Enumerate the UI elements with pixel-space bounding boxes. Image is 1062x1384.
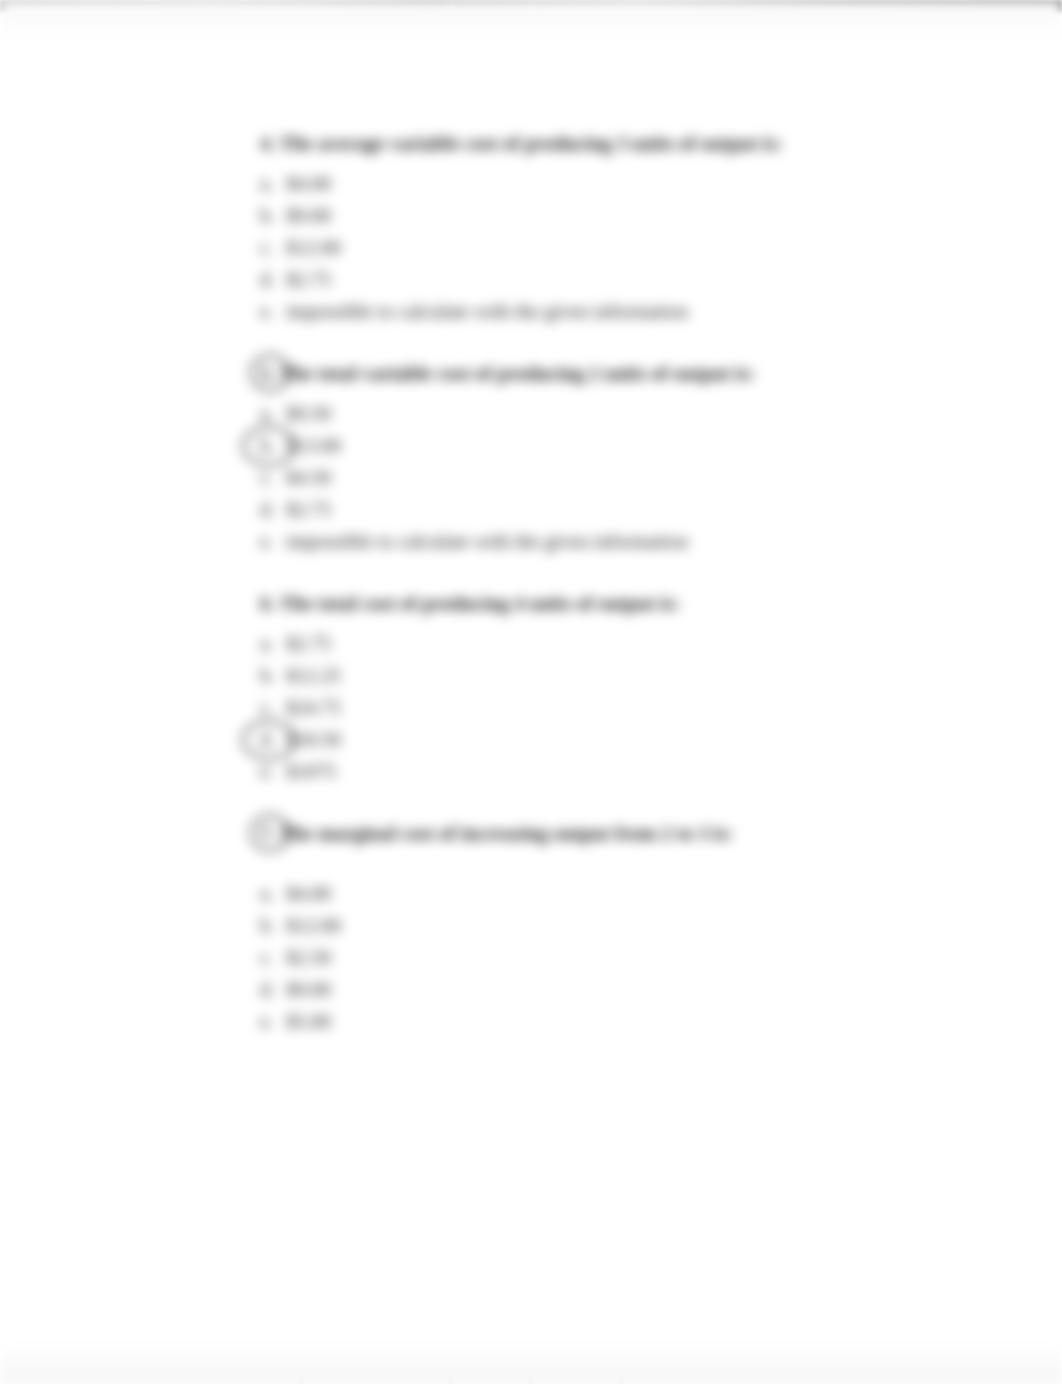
option-value: $2.75	[286, 264, 331, 296]
question-4-option-d: d. $2.75	[260, 264, 1022, 296]
option-letter: a.	[260, 398, 286, 430]
question-6-option-e: e. $1075	[260, 756, 1022, 788]
option-letter: e.	[260, 526, 286, 558]
question-4: 4. The average variable cost of producin…	[260, 130, 1022, 328]
option-letter: e.	[260, 296, 286, 328]
option-letter: c.	[260, 462, 286, 494]
option-value: $12.25	[286, 660, 341, 692]
option-letter: b.	[260, 910, 286, 942]
question-7: 7. The marginal cost of increasing outpu…	[260, 820, 1022, 1038]
option-value: $2.50	[286, 942, 331, 974]
question-5-option-c: c. $4.50	[260, 462, 1022, 494]
option-letter: b.	[260, 430, 286, 462]
option-value: impossible to calculate with the given i…	[286, 296, 688, 328]
question-6-text: The total cost of producing 4 units of o…	[280, 593, 680, 615]
option-letter: a.	[260, 168, 286, 200]
question-6-option-b: b. $12.25	[260, 660, 1022, 692]
question-7-option-e: e. $5.00	[260, 1006, 1022, 1038]
question-7-text: The marginal cost of increasing output f…	[280, 823, 734, 845]
question-4-option-a: a. $4.00	[260, 168, 1022, 200]
question-7-prompt: 7. The marginal cost of increasing outpu…	[260, 820, 1022, 848]
option-letter: a.	[260, 628, 286, 660]
option-value: $9.00	[286, 200, 331, 232]
question-5-option-e: e. impossible to calculate with the give…	[260, 526, 1022, 558]
option-value: $2.75	[286, 628, 331, 660]
option-letter: d.	[260, 724, 286, 756]
option-letter: b.	[260, 660, 286, 692]
question-5-option-b: b. $13.00	[260, 430, 1022, 462]
question-6-prompt: 6. The total cost of producing 4 units o…	[260, 590, 1022, 618]
option-letter: d.	[260, 974, 286, 1006]
option-letter: e.	[260, 756, 286, 788]
option-value: $9.50	[286, 398, 331, 430]
question-7-number: 7	[260, 820, 270, 848]
question-6-option-c: c. $24.75	[260, 692, 1022, 724]
option-value: $4.00	[286, 878, 331, 910]
option-letter: c.	[260, 942, 286, 974]
question-7-option-b: b. $12.00	[260, 910, 1022, 942]
question-5-number: 5	[260, 360, 270, 388]
option-value: $5.00	[286, 1006, 331, 1038]
option-value: $12.00	[286, 232, 341, 264]
question-7-option-a: a. $4.00	[260, 878, 1022, 910]
question-5-option-d: d. $2.75	[260, 494, 1022, 526]
question-5-prompt: 5. The total variable cost of producing …	[260, 360, 1022, 388]
option-value: $4.00	[286, 168, 331, 200]
question-4-prompt: 4. The average variable cost of producin…	[260, 130, 1022, 158]
option-letter: c.	[260, 692, 286, 724]
option-letter: b.	[260, 200, 286, 232]
question-5-text: The total variable cost of producing 2 u…	[280, 363, 755, 385]
option-value: $4.50	[286, 462, 331, 494]
document-page: 4. The average variable cost of producin…	[0, 0, 1062, 1384]
option-value: $12.00	[286, 910, 341, 942]
option-letter: a.	[260, 878, 286, 910]
option-letter: d.	[260, 264, 286, 296]
question-6-option-a: a. $2.75	[260, 628, 1022, 660]
question-6: 6. The total cost of producing 4 units o…	[260, 590, 1022, 788]
option-value: $2.75	[286, 494, 331, 526]
option-value: impossible to calculate with the given i…	[286, 526, 688, 558]
question-4-text: The average variable cost of producing 3…	[280, 133, 783, 155]
question-5-option-a: a. $9.50	[260, 398, 1022, 430]
question-6-option-d: d. $18.50	[260, 724, 1022, 756]
option-value: $24.75	[286, 692, 341, 724]
option-value: $1075	[286, 756, 336, 788]
option-value: $13.00	[286, 430, 341, 462]
question-7-option-c: c. $2.50	[260, 942, 1022, 974]
question-4-number: 4	[260, 133, 270, 155]
question-5: 5. The total variable cost of producing …	[260, 360, 1022, 558]
question-4-option-e: e. impossible to calculate with the give…	[260, 296, 1022, 328]
question-7-option-d: d. $9.00	[260, 974, 1022, 1006]
question-4-option-c: c. $12.00	[260, 232, 1022, 264]
option-value: $18.50	[286, 724, 341, 756]
option-letter: e.	[260, 1006, 286, 1038]
option-letter: c.	[260, 232, 286, 264]
question-6-number: 6	[260, 593, 270, 615]
option-letter: d.	[260, 494, 286, 526]
question-4-option-b: b. $9.00	[260, 200, 1022, 232]
option-value: $9.00	[286, 974, 331, 1006]
